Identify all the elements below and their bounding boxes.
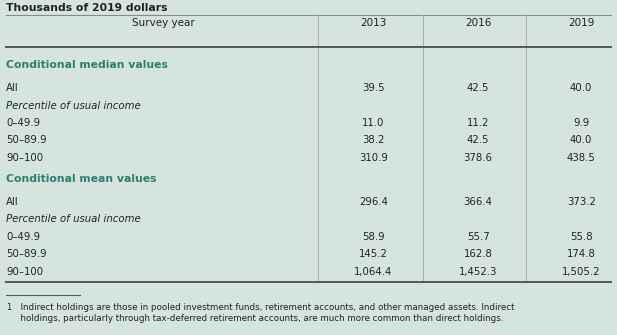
Text: 55.7: 55.7 — [467, 232, 489, 242]
Text: Conditional median values: Conditional median values — [6, 60, 168, 70]
Text: Indirect holdings are those in pooled investment funds, retirement accounts, and: Indirect holdings are those in pooled in… — [15, 303, 515, 323]
Text: 0–49.9: 0–49.9 — [6, 118, 40, 128]
Text: 39.5: 39.5 — [362, 83, 384, 93]
Text: 58.9: 58.9 — [362, 232, 384, 242]
Text: 145.2: 145.2 — [359, 249, 387, 259]
Text: All: All — [6, 83, 19, 93]
Text: 162.8: 162.8 — [464, 249, 492, 259]
Text: Percentile of usual income: Percentile of usual income — [6, 214, 141, 224]
Text: 42.5: 42.5 — [467, 83, 489, 93]
Text: 174.8: 174.8 — [567, 249, 595, 259]
Text: 40.0: 40.0 — [570, 83, 592, 93]
Text: Conditional mean values: Conditional mean values — [6, 174, 157, 184]
Text: 2016: 2016 — [465, 18, 491, 28]
Text: 11.0: 11.0 — [362, 118, 384, 128]
Text: 90–100: 90–100 — [6, 153, 43, 163]
Text: 40.0: 40.0 — [570, 135, 592, 145]
Text: 366.4: 366.4 — [463, 197, 493, 207]
Text: 9.9: 9.9 — [573, 118, 589, 128]
Text: All: All — [6, 197, 19, 207]
Text: 1,505.2: 1,505.2 — [562, 267, 600, 277]
Text: 11.2: 11.2 — [467, 118, 489, 128]
Text: 1,452.3: 1,452.3 — [459, 267, 497, 277]
Text: 1: 1 — [6, 303, 12, 312]
Text: 38.2: 38.2 — [362, 135, 384, 145]
Text: 55.8: 55.8 — [570, 232, 592, 242]
Text: 296.4: 296.4 — [358, 197, 388, 207]
Text: 2013: 2013 — [360, 18, 386, 28]
Text: 2019: 2019 — [568, 18, 594, 28]
Text: 310.9: 310.9 — [359, 153, 387, 163]
Text: 50–89.9: 50–89.9 — [6, 249, 47, 259]
Text: Thousands of 2019 dollars: Thousands of 2019 dollars — [6, 3, 168, 13]
Text: 378.6: 378.6 — [463, 153, 493, 163]
Text: 90–100: 90–100 — [6, 267, 43, 277]
Text: 373.2: 373.2 — [567, 197, 595, 207]
Text: 438.5: 438.5 — [567, 153, 595, 163]
Text: Survey year: Survey year — [132, 18, 195, 28]
Text: 0–49.9: 0–49.9 — [6, 232, 40, 242]
Text: 1,064.4: 1,064.4 — [354, 267, 392, 277]
Text: 50–89.9: 50–89.9 — [6, 135, 47, 145]
Text: Percentile of usual income: Percentile of usual income — [6, 100, 141, 111]
Text: 42.5: 42.5 — [467, 135, 489, 145]
